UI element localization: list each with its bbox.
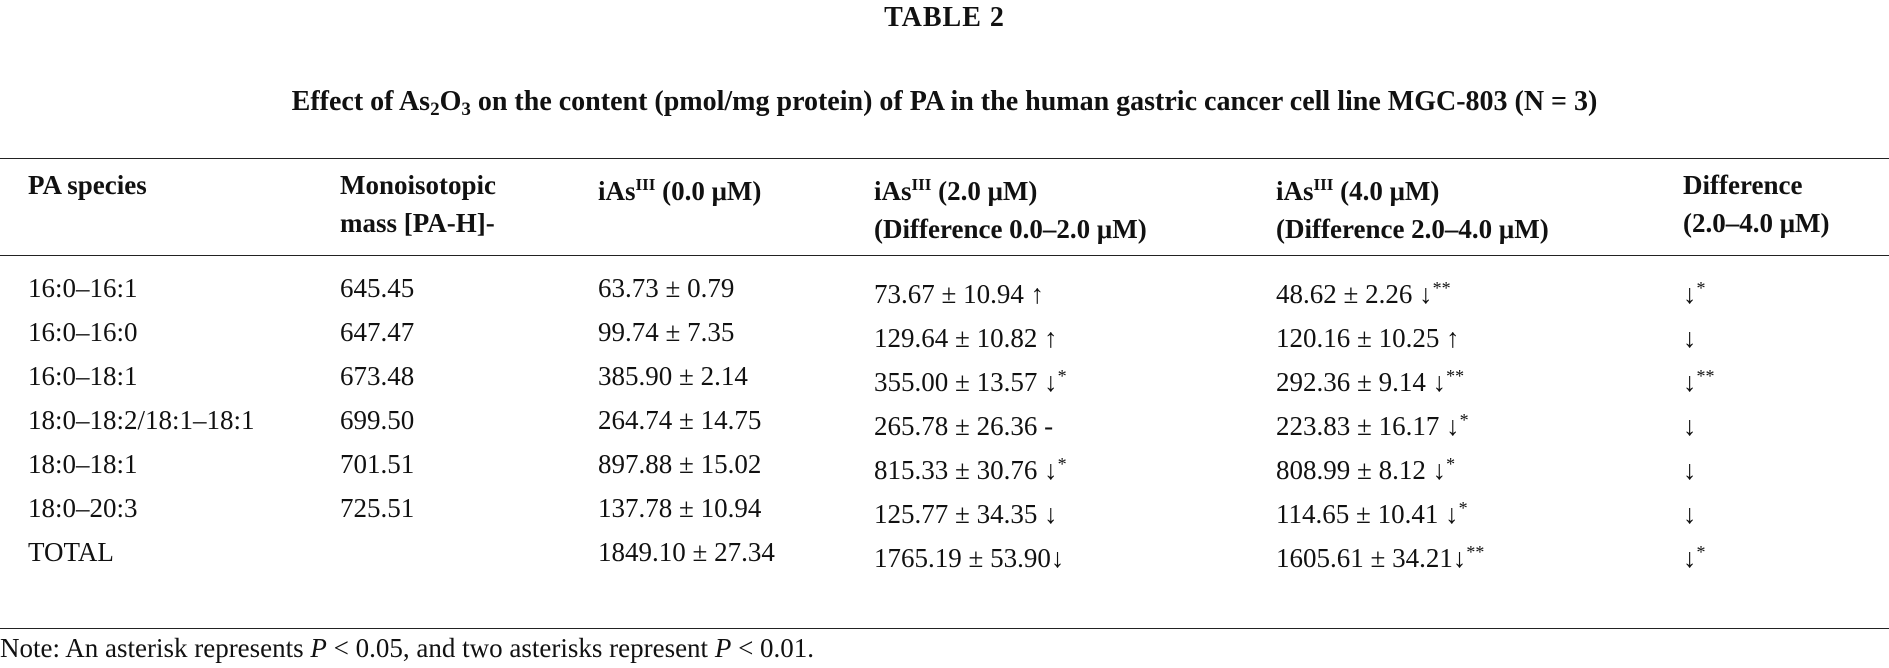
cell-pa-species: 16:0–16:1: [28, 273, 138, 303]
cell-4-um: 292.36 ± 9.14 ↓**: [1276, 366, 1465, 397]
table-caption: Effect of As2O3 on the content (pmol/mg …: [0, 86, 1889, 121]
header-0-um: iAsIII (0.0 μM): [598, 175, 762, 206]
cell-0-um: 1849.10 ± 27.34: [598, 537, 775, 567]
header-difference: Difference (2.0–4.0 μM): [1683, 170, 1830, 238]
cell-0-um: 264.74 ± 14.75: [598, 405, 762, 435]
header-rule: [0, 255, 1889, 256]
top-rule: [0, 158, 1889, 159]
cell-pa-species: 18:0–20:3: [28, 493, 138, 523]
header-2-um: iAsIII (2.0 μM) (Difference 0.0–2.0 μM): [874, 175, 1147, 244]
cell-2-um: 73.67 ± 10.94 ↑: [874, 279, 1045, 309]
table-note: Note: An asterisk represents P < 0.05, a…: [0, 633, 815, 663]
cell-pa-species: 18:0–18:2/18:1–18:1: [28, 405, 255, 435]
cell-difference: ↓: [1683, 499, 1697, 529]
cell-4-um: 223.83 ± 16.17 ↓*: [1276, 410, 1469, 441]
cell-0-um: 137.78 ± 10.94: [598, 493, 762, 523]
cell-2-um: 1765.19 ± 53.90↓: [874, 543, 1065, 573]
cell-4-um: 808.99 ± 8.12 ↓*: [1276, 454, 1456, 485]
cell-4-um: 114.65 ± 10.41 ↓*: [1276, 498, 1468, 529]
cell-mass: 725.51: [340, 493, 415, 523]
cell-difference: ↓: [1683, 411, 1697, 441]
header-4-um: iAsIII (4.0 μM) (Difference 2.0–4.0 μM): [1276, 175, 1549, 244]
cell-4-um: 1605.61 ± 34.21↓**: [1276, 542, 1485, 573]
cell-mass: 647.47: [340, 317, 415, 347]
cell-pa-species: 16:0–18:1: [28, 361, 138, 391]
cell-mass: 699.50: [340, 405, 415, 435]
cell-2-um: 129.64 ± 10.82 ↑: [874, 323, 1058, 353]
caption-subscript-2: 2: [430, 99, 440, 120]
cell-mass: 645.45: [340, 273, 415, 303]
cell-0-um: 63.73 ± 0.79: [598, 273, 735, 303]
caption-subscript-3: 3: [461, 99, 471, 120]
cell-difference: ↓: [1683, 323, 1697, 353]
cell-mass: 673.48: [340, 361, 415, 391]
cell-2-um: 265.78 ± 26.36 -: [874, 411, 1054, 441]
caption-text-end: on the content (pmol/mg protein) of PA i…: [470, 86, 1598, 117]
cell-2-um: 815.33 ± 30.76 ↓*: [874, 454, 1067, 485]
cell-pa-species: 16:0–16:0: [28, 317, 138, 347]
header-pa-species: PA species: [28, 170, 147, 200]
cell-2-um: 355.00 ± 13.57 ↓*: [874, 366, 1067, 397]
cell-2-um: 125.77 ± 34.35 ↓: [874, 499, 1058, 529]
cell-pa-species: TOTAL: [28, 537, 114, 567]
cell-mass: 701.51: [340, 449, 415, 479]
cell-difference: ↓: [1683, 455, 1697, 485]
cell-difference: ↓*: [1683, 542, 1706, 573]
caption-text-start: Effect of As: [291, 86, 431, 117]
caption-text-o: O: [439, 86, 462, 117]
cell-0-um: 99.74 ± 7.35: [598, 317, 735, 347]
cell-difference: ↓**: [1683, 366, 1715, 397]
bottom-rule: [0, 628, 1889, 629]
cell-0-um: 897.88 ± 15.02: [598, 449, 762, 479]
cell-4-um: 48.62 ± 2.26 ↓**: [1276, 278, 1451, 309]
cell-difference: ↓*: [1683, 278, 1706, 309]
table-label: TABLE 2: [884, 2, 1005, 33]
cell-pa-species: 18:0–18:1: [28, 449, 138, 479]
header-mass: Monoisotopic mass [PA-H]-: [340, 170, 497, 238]
cell-4-um: 120.16 ± 10.25 ↑: [1276, 323, 1460, 353]
cell-0-um: 385.90 ± 2.14: [598, 361, 748, 391]
